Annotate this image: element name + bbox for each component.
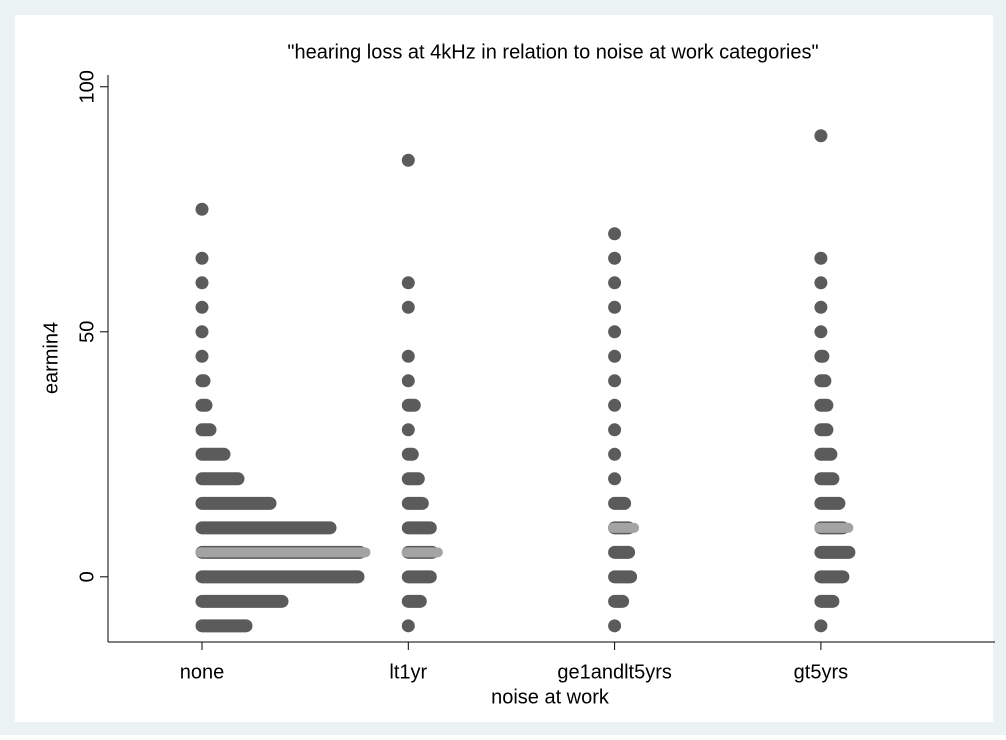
- dot-row: [401, 276, 415, 290]
- dot-row: [814, 619, 828, 633]
- x-tick-label: none: [180, 661, 225, 683]
- x-tick-label: gt5yrs: [794, 661, 848, 683]
- dot-row: [608, 619, 622, 633]
- dot-row: [608, 276, 622, 290]
- dot-row: [401, 594, 427, 608]
- dot-row: [814, 129, 828, 143]
- dot-row: [401, 619, 415, 633]
- median-marker: [814, 522, 854, 533]
- y-tick-label: 50: [76, 321, 98, 343]
- y-axis-label: earmin4: [40, 322, 62, 394]
- dot-row: [401, 423, 415, 437]
- dot-row: [401, 153, 415, 167]
- dot-row: [814, 447, 838, 461]
- dot-row: [608, 570, 638, 584]
- dot-row: [195, 521, 337, 535]
- dot-row: [195, 300, 209, 314]
- dot-row: [401, 300, 415, 314]
- dot-row: [195, 619, 253, 633]
- x-tick-label: lt1yr: [389, 661, 427, 683]
- dot-row: [608, 325, 622, 339]
- dot-row: [195, 570, 365, 584]
- dot-row: [401, 521, 437, 535]
- dot-row: [608, 349, 622, 363]
- dot-row: [195, 423, 217, 437]
- dot-row: [608, 594, 630, 608]
- dot-row: [814, 472, 840, 486]
- chart-title: "hearing loss at 4kHz in relation to noi…: [287, 41, 818, 63]
- dot-row: [195, 398, 213, 412]
- dot-row: [195, 374, 211, 388]
- median-marker: [401, 547, 443, 558]
- dot-row: [814, 325, 828, 339]
- dot-row: [195, 594, 289, 608]
- dot-row: [401, 472, 425, 486]
- dot-row: [608, 374, 622, 388]
- dot-row: [195, 251, 209, 265]
- dot-row: [401, 349, 415, 363]
- dot-row: [608, 472, 622, 486]
- dot-row: [195, 325, 209, 339]
- dot-row: [401, 374, 415, 388]
- dot-row: [608, 398, 622, 412]
- median-marker: [195, 547, 371, 558]
- dot-row: [814, 423, 834, 437]
- dot-row: [814, 594, 840, 608]
- x-tick-label: ge1andlt5yrs: [557, 661, 672, 683]
- y-tick-label: 100: [76, 70, 98, 103]
- dot-row: [608, 423, 622, 437]
- dot-row: [401, 398, 421, 412]
- dot-row: [608, 447, 622, 461]
- dot-row: [401, 570, 437, 584]
- dot-row: [814, 300, 828, 314]
- dot-row: [814, 570, 850, 584]
- dot-row: [195, 496, 277, 510]
- plot-background: [15, 15, 993, 722]
- dot-row: [195, 472, 245, 486]
- median-marker: [608, 522, 640, 533]
- dot-row: [814, 545, 856, 559]
- dot-row: [401, 447, 419, 461]
- dot-row: [195, 202, 209, 216]
- dot-row: [608, 496, 632, 510]
- dot-row: [195, 276, 209, 290]
- dot-row: [401, 496, 429, 510]
- dot-row: [814, 251, 828, 265]
- y-tick-label: 0: [76, 571, 98, 582]
- dot-row: [814, 496, 846, 510]
- dot-row: [608, 227, 622, 241]
- x-axis-label: noise at work: [491, 686, 610, 708]
- dot-row: [814, 349, 830, 363]
- dot-row: [608, 545, 636, 559]
- dot-row: [195, 447, 231, 461]
- dot-row: [608, 300, 622, 314]
- dot-row: [195, 349, 209, 363]
- dot-row: [814, 374, 832, 388]
- dot-row: [608, 251, 622, 265]
- dot-row: [814, 276, 828, 290]
- dot-row: [814, 398, 834, 412]
